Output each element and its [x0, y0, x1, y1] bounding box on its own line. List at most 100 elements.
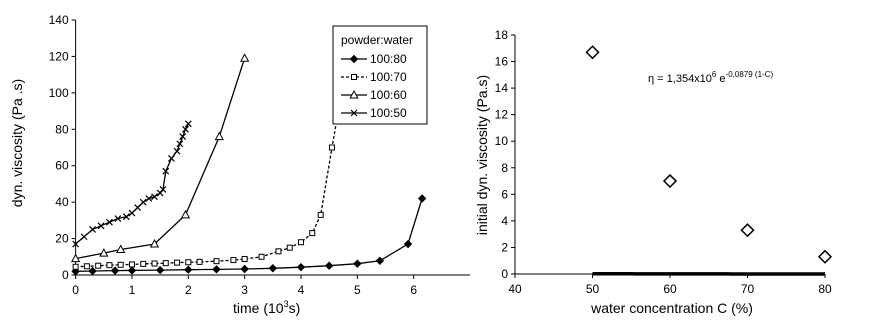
data-point [184, 120, 192, 128]
data-point [97, 222, 105, 230]
legend-entry-label: 100:60 [370, 88, 407, 102]
data-point [173, 147, 181, 155]
right-series-group [585, 45, 833, 276]
y-tick-label: 140 [49, 13, 69, 27]
x-tick-label: 5 [354, 283, 361, 297]
data-point [83, 263, 90, 270]
y-tick-label: 10 [495, 134, 509, 148]
y-tick-label: 120 [49, 49, 69, 63]
data-point [740, 223, 755, 238]
legend-entry-label: 100:50 [370, 106, 407, 120]
y-tick-label: 60 [55, 159, 69, 173]
data-point [180, 209, 191, 219]
data-point [196, 258, 203, 265]
left-series-group [70, 53, 427, 276]
data-point [95, 262, 102, 269]
x-tick-label: 0 [72, 283, 79, 297]
y-tick-label: 12 [495, 108, 509, 122]
data-point [185, 259, 192, 266]
data-point [167, 155, 175, 162]
data-point [258, 253, 265, 260]
x-tick-label: 60 [663, 282, 677, 296]
data-point [403, 239, 413, 249]
x-tick-label: 40 [508, 282, 522, 296]
left-axes: 0 20 40 60 80 100 120 140 0 1 2 3 4 5 6 [49, 13, 470, 297]
data-point [324, 261, 334, 270]
legend-title: powder:water [341, 33, 413, 47]
series-100-80 [71, 194, 427, 276]
data-point [297, 239, 304, 246]
x-tick-label: 1 [129, 283, 136, 297]
data-point [317, 211, 324, 218]
data-point [162, 167, 170, 175]
data-point [145, 195, 153, 202]
data-point [328, 144, 335, 151]
data-point [241, 255, 248, 262]
y-tick-label: 40 [55, 195, 69, 209]
data-point [268, 264, 278, 273]
y-tick-label: 0 [501, 267, 508, 281]
data-point [817, 249, 833, 264]
x-tick-label: 4 [298, 283, 305, 297]
data-point [114, 215, 122, 222]
data-point [417, 194, 427, 203]
series-100-60 [70, 53, 250, 263]
series-line [75, 123, 189, 245]
viscosity-time-chart: 0 20 40 60 80 100 120 140 0 1 2 3 4 5 6 powder:water 1… [9, 13, 470, 316]
data-point [296, 262, 306, 272]
data-point [240, 264, 249, 274]
data-point [240, 53, 250, 62]
y-tick-label: 4 [501, 214, 508, 228]
legend-entry-label: 100:80 [370, 52, 407, 66]
data-point [110, 266, 120, 275]
y-tick-label: 16 [495, 55, 509, 69]
data-point [230, 257, 237, 264]
data-point [182, 125, 189, 133]
data-point [214, 131, 224, 141]
data-point [116, 244, 126, 253]
data-point [351, 74, 357, 80]
data-point [375, 256, 385, 265]
data-point [585, 45, 600, 60]
left-y-axis-label: dyn. viscosity (Pa .s) [9, 79, 25, 207]
fit-equation: η = 1,354x106 e-0,0879 (1-C) [648, 70, 773, 85]
y-tick-label: 80 [55, 122, 69, 136]
data-point [89, 226, 96, 233]
data-point [155, 265, 165, 275]
data-point [353, 259, 362, 268]
y-tick-label: 100 [49, 86, 69, 100]
x-tick-label: 70 [741, 282, 755, 296]
series-line [75, 92, 343, 268]
data-point [72, 240, 80, 248]
data-point [149, 238, 160, 248]
data-point [70, 253, 81, 263]
data-point [662, 173, 678, 189]
data-point [128, 209, 136, 217]
y-tick-label: 14 [495, 81, 509, 95]
x-tick-label: 3 [241, 283, 248, 297]
data-point [159, 185, 167, 193]
data-point [140, 260, 147, 267]
x-tick-label: 80 [818, 282, 832, 296]
left-legend: powder:water 100:80 100:70 100:60 100:50 [332, 25, 428, 125]
data-point [275, 248, 282, 255]
data-point [286, 244, 293, 251]
data-point [176, 140, 184, 148]
data-point [212, 265, 221, 274]
data-point [99, 248, 109, 257]
y-tick-label: 0 [62, 268, 69, 282]
y-tick-label: 8 [501, 161, 508, 175]
data-point [350, 109, 358, 117]
right-y-axis-label: initial dyn. viscosity (Pa.s) [474, 75, 490, 235]
right-x-axis-label: water concentration C (%) [590, 300, 753, 316]
viscosity-concentration-chart: 0 2 4 6 8 10 12 14 16 18 40 50 60 70 80 η = 1,354x106 … [474, 28, 833, 316]
data-point [72, 263, 79, 270]
right-axes: 0 2 4 6 8 10 12 14 16 18 40 50 60 70 80 [495, 28, 832, 296]
data-point [151, 260, 158, 267]
y-tick-label: 2 [501, 240, 508, 254]
left-x-axis-label: time (103s) [233, 299, 300, 316]
data-point [309, 230, 316, 237]
data-point [213, 258, 220, 265]
data-point [349, 89, 359, 99]
